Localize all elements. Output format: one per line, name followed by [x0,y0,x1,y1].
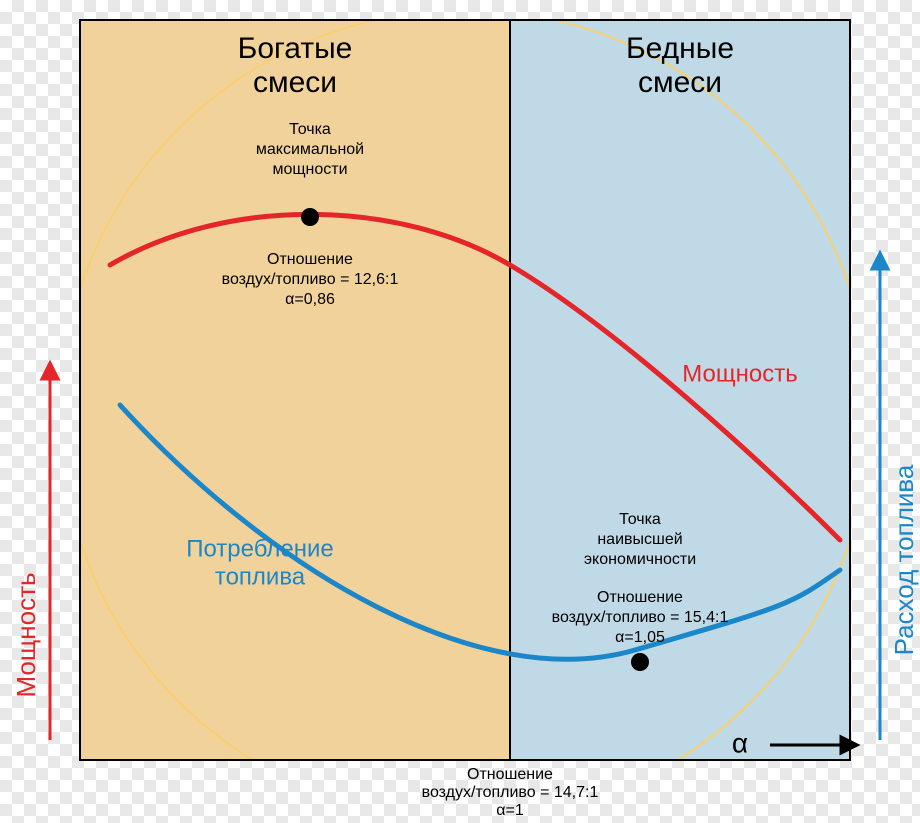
best-economy-ratio: Отношение [597,589,683,606]
max-power-ratio: α=0,86 [285,291,335,308]
lean-mixture-label: Бедные [626,32,734,65]
best-economy-title: наивысшей [597,531,682,548]
fuel-curve-label: Потребление [186,535,334,562]
rich-mixture-label: смеси [253,66,337,99]
max-power-ratio: воздух/топливо = 12,6:1 [222,271,399,288]
stoichiometric-label: воздух/топливо = 14,7:1 [422,784,599,801]
best-economy-title: Точка [619,511,661,528]
max-power-title: Точка [289,121,331,138]
lean-mixture-label: смеси [638,66,722,99]
max-power-title: мощности [272,161,347,178]
best-economy-title: экономичности [584,551,696,568]
alpha-symbol: α [732,727,748,758]
max-power-point [301,208,319,226]
best-economy-ratio: воздух/топливо = 15,4:1 [552,609,729,626]
chart-svg: Богатые смеси Бедные смеси Точка максима… [0,0,920,823]
right-y-axis-label: Расход топлива [889,464,919,655]
stoichiometric-label: Отношение [467,766,553,783]
power-curve-label: Мощность [682,360,797,387]
max-power-ratio: Отношение [267,251,353,268]
rich-mixture-label: Богатые [238,32,353,65]
best-economy-point [631,653,649,671]
fuel-curve-label: топлива [215,563,306,590]
chart-container: Богатые смеси Бедные смеси Точка максима… [0,0,920,823]
best-economy-ratio: α=1,05 [615,629,665,646]
left-y-axis-label: Мощность [11,572,41,697]
stoichiometric-label: α=1 [496,802,524,819]
max-power-title: максимальной [256,141,364,158]
